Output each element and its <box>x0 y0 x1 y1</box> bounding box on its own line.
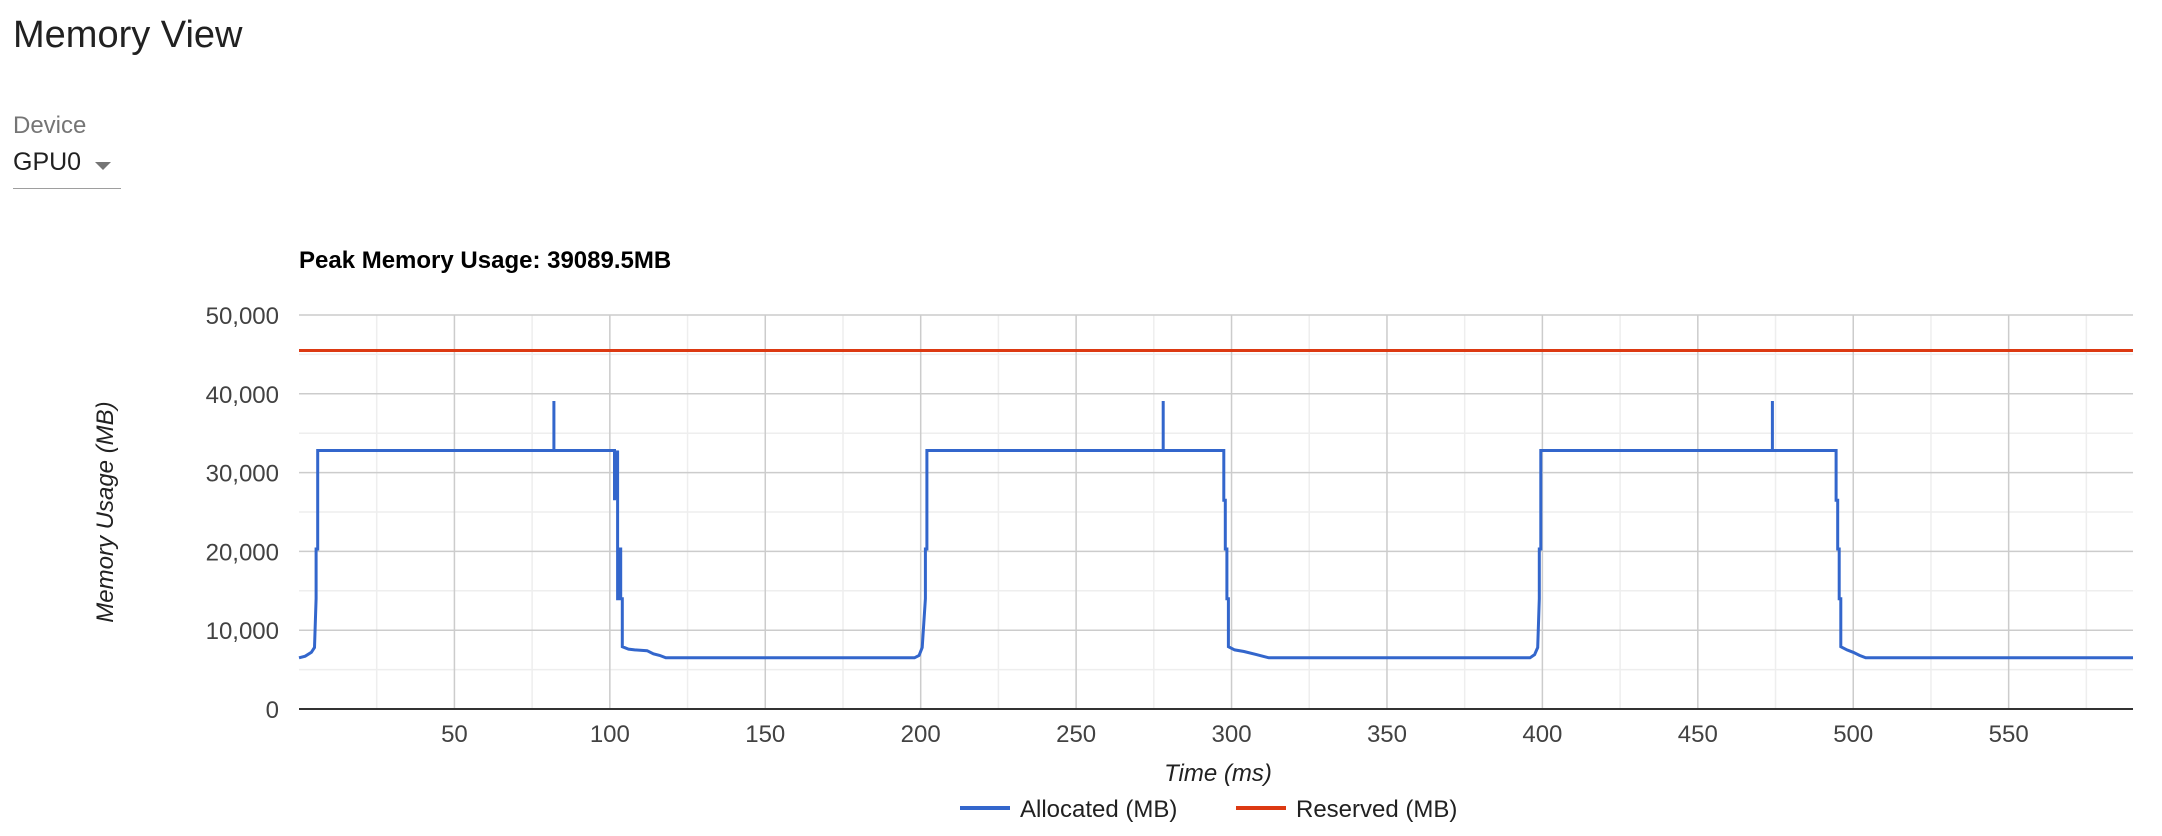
chart-title: Peak Memory Usage: 39089.5MB <box>299 247 671 274</box>
x-tick-label: 100 <box>590 721 630 748</box>
device-label: Device <box>13 112 87 139</box>
x-tick-label: 450 <box>1678 721 1718 748</box>
dropdown-arrow-icon <box>95 162 111 170</box>
x-tick-label: 350 <box>1367 721 1407 748</box>
major-gridlines <box>299 314 2133 710</box>
x-tick-label: 500 <box>1833 721 1873 748</box>
x-tick-label: 400 <box>1522 721 1562 748</box>
series-layer <box>298 349 2133 660</box>
x-axis-title: Time (ms) <box>1164 760 1272 787</box>
x-tick-label: 150 <box>745 721 785 748</box>
device-select-value: GPU0 <box>13 148 82 176</box>
x-tick-label: 300 <box>1212 721 1252 748</box>
x-tick-label: 250 <box>1056 721 1096 748</box>
legend-label-allocated: Allocated (MB) <box>1020 796 1177 823</box>
tick-labels: 50 100 150 200 250 300 350 400 450 500 550 0 10,000 2… <box>206 303 2029 748</box>
y-tick-label: 30,000 <box>206 461 279 488</box>
y-axis-title: Memory Usage (MB) <box>92 401 119 622</box>
page-title: Memory View <box>13 14 243 56</box>
series-line-allocated <box>298 401 2133 660</box>
y-tick-label: 10,000 <box>206 618 279 645</box>
x-tick-label: 200 <box>901 721 941 748</box>
legend-label-reserved: Reserved (MB) <box>1296 796 1457 823</box>
y-tick-label: 50,000 <box>206 303 279 330</box>
minor-gridlines <box>299 315 2133 709</box>
y-tick-label: 20,000 <box>206 539 279 566</box>
x-tick-label: 50 <box>441 721 468 748</box>
y-tick-label: 40,000 <box>206 382 279 409</box>
device-select[interactable]: GPU0 <box>13 148 121 189</box>
chart-legend: Allocated (MB) Reserved (MB) <box>960 796 1457 823</box>
y-tick-label: 0 <box>266 697 279 724</box>
x-tick-label: 550 <box>1989 721 2029 748</box>
